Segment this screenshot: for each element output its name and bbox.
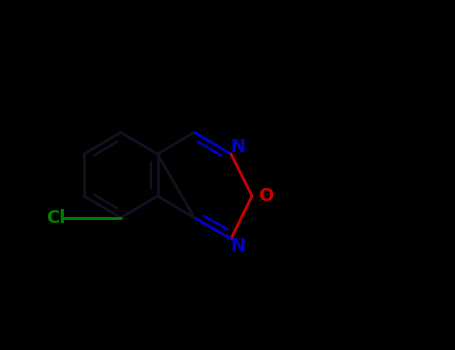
Text: N: N [231, 237, 246, 255]
Text: O: O [258, 187, 273, 205]
Text: N: N [231, 138, 246, 156]
Text: Cl: Cl [46, 209, 66, 227]
